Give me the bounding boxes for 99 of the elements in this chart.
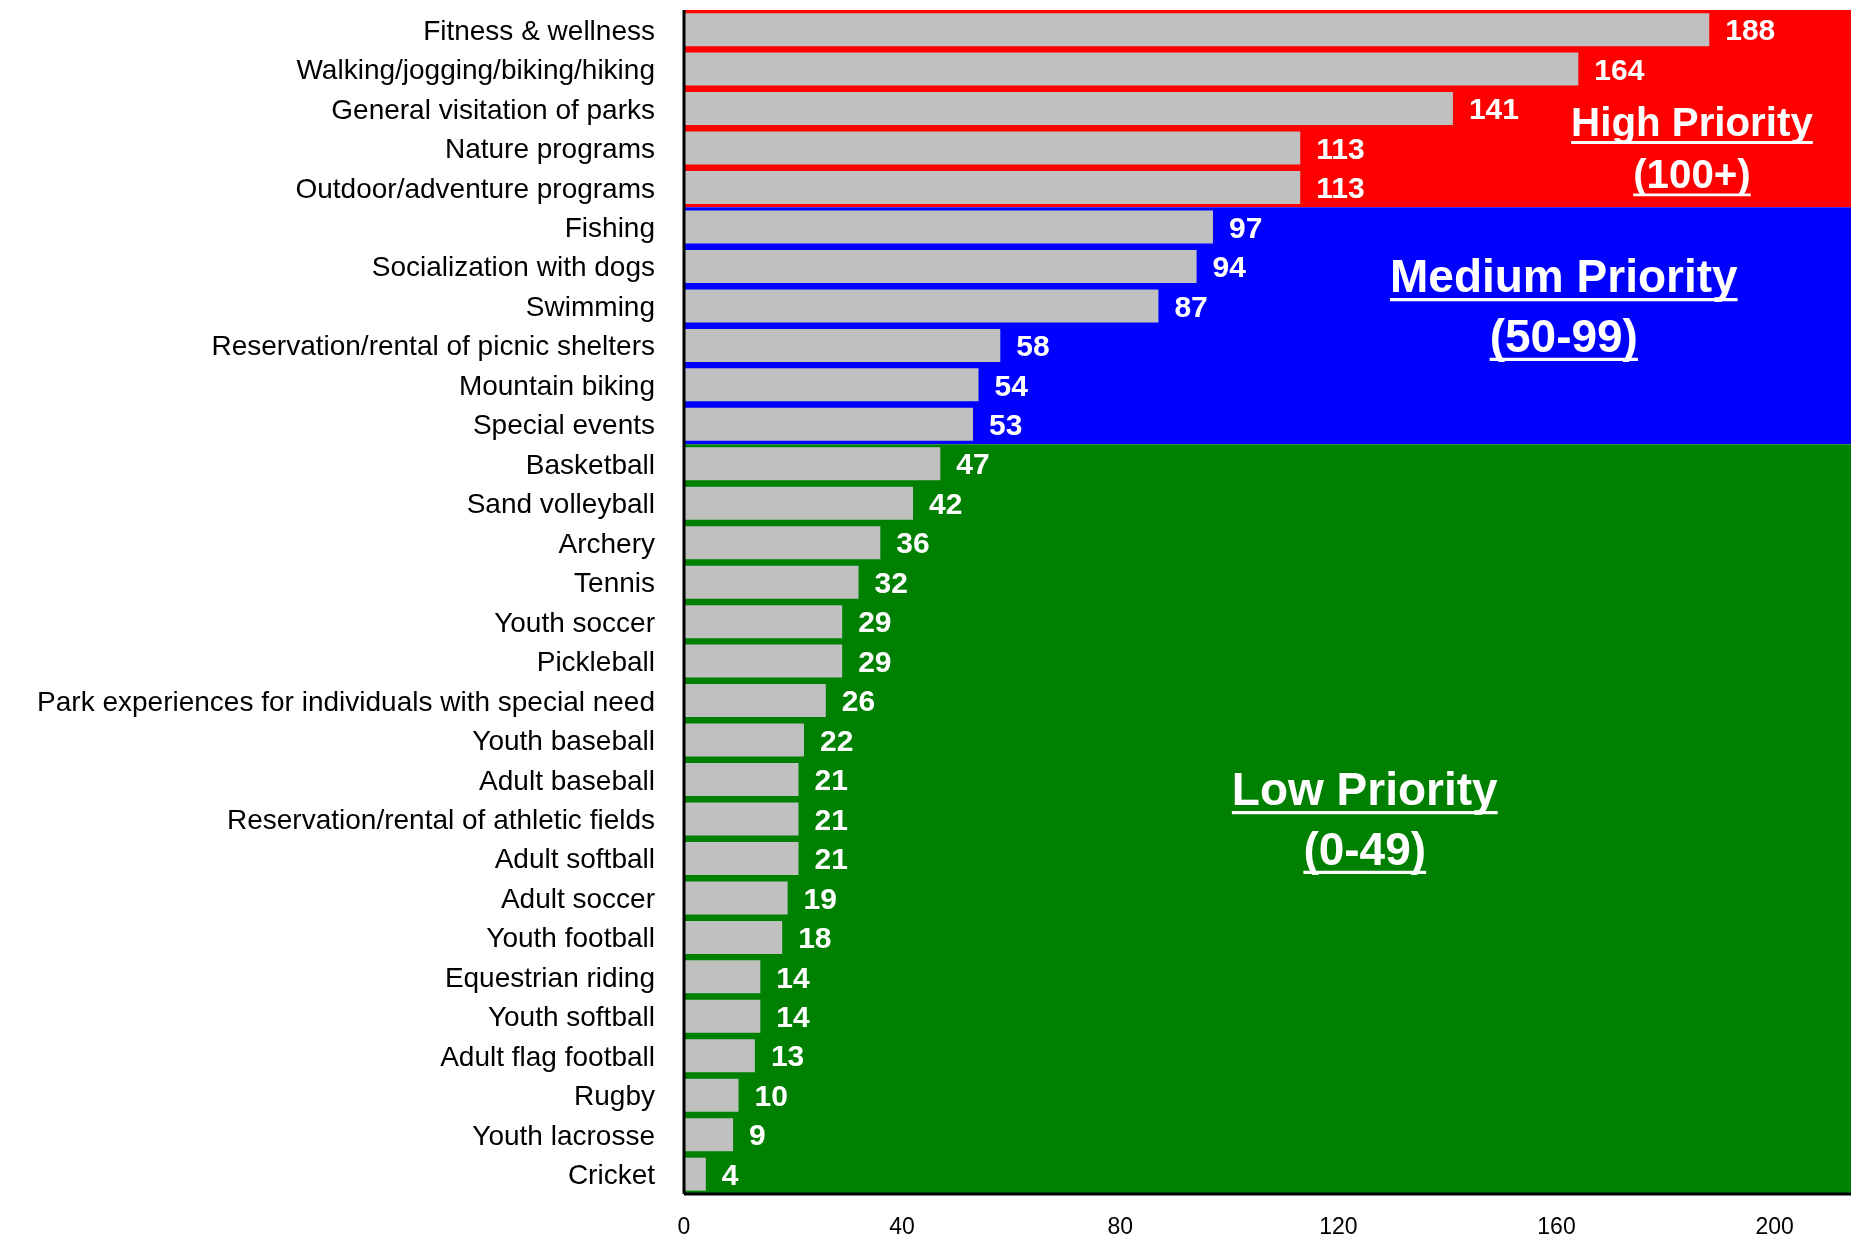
bar [684,841,799,875]
data-label: 21 [814,802,848,836]
bar [684,486,914,520]
bar [684,920,783,954]
bar [684,447,941,481]
bar [684,1078,739,1112]
data-label: 87 [1174,289,1208,323]
data-label: 29 [858,644,892,678]
data-label: 26 [841,684,876,718]
data-label: 18 [798,921,832,955]
data-label: 32 [874,565,908,599]
bar [684,210,1213,244]
y-tick-label: Walking/jogging/biking/hiking [296,54,655,86]
y-tick-label: Cricket [567,1159,656,1191]
data-label: 58 [1016,329,1050,363]
y-tick-label: Mountain biking [458,369,655,401]
bar [684,249,1197,283]
data-label: 113 [1316,131,1365,165]
y-tick-label: Rugby [574,1080,655,1112]
band-label: High Priority (100+) [1571,100,1814,198]
data-label: 10 [754,1078,788,1112]
data-label: 14 [776,999,811,1033]
bar [684,999,761,1033]
bar [684,763,799,797]
y-tick-label: Equestrian riding [444,961,655,993]
x-tick-label: 160 [1537,1213,1576,1240]
y-tick-label: Special events [472,409,655,441]
y-tick-label: Pickleball [536,646,655,678]
data-label: 47 [956,447,990,481]
data-label: 21 [814,763,848,797]
y-tick-label: Basketball [525,448,655,480]
bar [684,368,979,402]
y-tick-label: Tennis [574,567,655,599]
y-tick-label: General visitation of parks [331,93,655,125]
bar [684,13,1710,47]
x-tick-label: 40 [889,1213,915,1240]
bar [684,171,1301,205]
data-label: 36 [896,526,930,560]
bar [684,723,804,757]
y-tick-label: Park experiences for individuals with special need [37,685,655,717]
y-tick-label: Outdoor/adventure programs [295,172,655,204]
bar [684,565,859,599]
y-tick-label: Socialization with dogs [371,251,655,283]
data-label: 21 [814,842,848,876]
y-tick-label: Adult softball [494,843,655,875]
data-label: 54 [994,368,1029,402]
data-label: 14 [776,960,811,994]
data-label: 97 [1228,210,1263,244]
y-tick-label: Youth baseball [472,725,655,757]
y-tick-label: Archery [558,527,655,559]
bar [684,960,761,994]
data-label: 29 [858,605,892,639]
bar [684,684,826,718]
y-tick-label: Reservation/rental of athletic fields [227,804,655,836]
y-tick-label: Fishing [564,212,655,244]
x-tick-label: 200 [1755,1213,1794,1240]
y-tick-label: Adult flag football [440,1040,655,1072]
y-tick-label: Youth football [486,922,655,954]
x-tick-label: 80 [1107,1213,1134,1240]
x-tick-label: 120 [1319,1213,1358,1240]
y-tick-label: Fitness & wellness [423,14,655,46]
bar [684,1039,755,1073]
data-label: 164 [1594,52,1645,86]
bar [684,407,974,441]
data-label: 188 [1725,13,1776,47]
bar [684,605,843,639]
data-label: 113 [1316,171,1365,205]
y-tick-label: Swimming [525,290,655,322]
bar [684,1157,706,1191]
x-tick-label: 0 [677,1213,691,1240]
data-label: 141 [1468,92,1519,126]
y-tick-label: Sand volleyball [466,488,655,520]
bar [684,328,1001,362]
bar [684,881,788,915]
data-label: 9 [749,1118,766,1152]
y-tick-label: Youth softball [487,1001,655,1033]
data-label: 42 [929,486,963,520]
band-label: Low Priority (0-49) [1231,763,1499,876]
bar [684,1118,734,1152]
data-label: 13 [770,1039,805,1073]
y-tick-label: Nature programs [444,133,655,165]
data-label: 94 [1212,250,1247,284]
y-tick-label: Adult soccer [500,882,655,914]
bar [684,289,1159,323]
data-label: 4 [721,1157,739,1191]
bar [684,526,881,560]
bar [684,131,1301,165]
bar [684,644,843,678]
bar [684,92,1453,126]
data-label: 53 [989,407,1023,441]
data-label: 19 [803,881,837,915]
bar [684,802,799,836]
y-tick-label: Adult baseball [479,764,655,796]
data-label: 22 [819,723,854,757]
band-label: Medium Priority (50-99) [1390,250,1739,362]
bar [684,52,1579,86]
y-tick-label: Youth lacrosse [472,1119,655,1151]
y-tick-label: Reservation/rental of picnic shelters [211,330,655,362]
y-tick-label: Youth soccer [494,606,655,638]
